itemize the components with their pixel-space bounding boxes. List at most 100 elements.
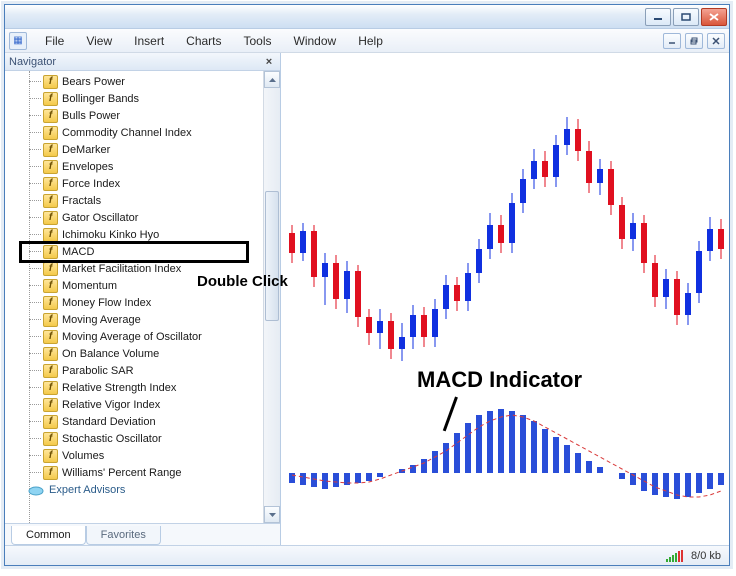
indicator-item[interactable]: f Money Flow Index [19, 294, 280, 311]
indicator-item[interactable]: f Relative Vigor Index [19, 396, 280, 413]
indicator-item[interactable]: f Bollinger Bands [19, 90, 280, 107]
indicator-label: Momentum [62, 280, 117, 292]
close-button[interactable] [701, 8, 727, 26]
indicator-label: Stochastic Oscillator [62, 433, 162, 445]
indicator-label: Parabolic SAR [62, 365, 134, 377]
indicator-label: MACD [62, 246, 94, 258]
function-icon: f [43, 109, 58, 123]
indicator-item[interactable]: f Force Index [19, 175, 280, 192]
indicator-label: DeMarker [62, 144, 110, 156]
function-icon: f [43, 432, 58, 446]
indicator-item[interactable]: f Commodity Channel Index [19, 124, 280, 141]
expert-advisors-label: Expert Advisors [49, 484, 125, 496]
scroll-up-button[interactable] [264, 71, 280, 88]
indicator-item[interactable]: f Moving Average [19, 311, 280, 328]
app-window: ▦ File View Insert Charts Tools Window H… [4, 4, 730, 566]
indicator-item[interactable]: fIchimoku Kinko Hyo [19, 226, 280, 243]
function-icon: f [43, 381, 58, 395]
function-icon: f [43, 398, 58, 412]
menu-tools[interactable]: Tools [234, 31, 282, 51]
function-icon: f [43, 364, 58, 378]
navigator-close-icon[interactable]: × [262, 55, 276, 69]
indicator-label: Volumes [62, 450, 104, 462]
tab-common[interactable]: Common [11, 526, 86, 545]
function-icon: f [43, 228, 58, 242]
function-icon: f [43, 75, 58, 89]
navigator-tree: f Bears Power f Bollinger Bands fBulls Power… [5, 71, 280, 523]
indicator-item[interactable]: f Moving Average of Oscillator [19, 328, 280, 345]
function-icon: f [43, 126, 58, 140]
menu-window[interactable]: Window [284, 31, 347, 51]
function-icon: f [43, 296, 58, 310]
cloud-icon [27, 483, 45, 497]
indicator-item[interactable]: f Bears Power [19, 73, 280, 90]
indicator-label: Bollinger Bands [62, 93, 139, 105]
indicator-item[interactable]: f Parabolic SAR [19, 362, 280, 379]
indicator-item[interactable]: f DeMarker [19, 141, 280, 158]
scroll-down-button[interactable] [264, 506, 280, 523]
menu-file[interactable]: File [35, 31, 74, 51]
indicator-item[interactable]: f Stochastic Oscillator [19, 430, 280, 447]
indicator-label: Envelopes [62, 161, 113, 173]
expert-advisors-item[interactable]: Expert Advisors [19, 481, 280, 498]
indicator-label: Gator Oscillator [62, 212, 138, 224]
indicator-item[interactable]: f On Balance Volume [19, 345, 280, 362]
chart-area[interactable] [281, 53, 729, 545]
function-icon: f [43, 92, 58, 106]
maximize-button[interactable] [673, 8, 699, 26]
function-icon: f [43, 160, 58, 174]
status-kb: 8/0 kb [691, 550, 721, 562]
indicator-item[interactable]: fMarket Facilitation Index [19, 260, 280, 277]
indicator-label: Commodity Channel Index [62, 127, 192, 139]
window-titlebar [5, 5, 729, 29]
indicator-item[interactable]: fWilliams' Percent Range [19, 464, 280, 481]
indicator-label: Fractals [62, 195, 101, 207]
indicator-label: Relative Vigor Index [62, 399, 160, 411]
indicator-label: Force Index [62, 178, 120, 190]
indicator-item[interactable]: f MACD [19, 243, 280, 260]
indicator-label: Moving Average of Oscillator [62, 331, 202, 343]
connection-bars-icon [666, 550, 683, 562]
function-icon: f [43, 279, 58, 293]
indicator-label: Relative Strength Index [62, 382, 176, 394]
scroll-thumb[interactable] [265, 191, 279, 321]
indicator-item[interactable]: f Relative Strength Index [19, 379, 280, 396]
function-icon: f [43, 330, 58, 344]
indicator-item[interactable]: fFractals [19, 192, 280, 209]
indicator-item[interactable]: f Envelopes [19, 158, 280, 175]
chart-canvas [281, 53, 729, 545]
function-icon: f [43, 415, 58, 429]
indicator-label: Bears Power [62, 76, 125, 88]
function-icon: f [43, 466, 58, 480]
indicator-item[interactable]: fBulls Power [19, 107, 280, 124]
menu-view[interactable]: View [76, 31, 122, 51]
tab-favorites[interactable]: Favorites [86, 526, 161, 545]
indicator-label: Money Flow Index [62, 297, 151, 309]
indicator-item[interactable]: fStandard Deviation [19, 413, 280, 430]
function-icon: f [43, 262, 58, 276]
menubar: ▦ File View Insert Charts Tools Window H… [5, 29, 729, 53]
indicator-item[interactable]: f Momentum [19, 277, 280, 294]
menu-charts[interactable]: Charts [176, 31, 231, 51]
function-icon: f [43, 143, 58, 157]
mdi-close-button[interactable] [707, 33, 725, 49]
indicator-item[interactable]: fGator Oscillator [19, 209, 280, 226]
menu-insert[interactable]: Insert [124, 31, 174, 51]
indicator-item[interactable]: f Volumes [19, 447, 280, 464]
app-icon: ▦ [9, 32, 27, 50]
function-icon: f [43, 177, 58, 191]
navigator-title: Navigator [9, 56, 56, 68]
function-icon: f [43, 347, 58, 361]
function-icon: f [43, 449, 58, 463]
navigator-titlebar: Navigator × [5, 53, 280, 71]
menu-help[interactable]: Help [348, 31, 393, 51]
navigator-scrollbar[interactable] [263, 71, 280, 523]
statusbar: 8/0 kb [5, 545, 729, 565]
function-icon: f [43, 313, 58, 327]
function-icon: f [43, 245, 58, 259]
minimize-button[interactable] [645, 8, 671, 26]
indicator-label: Moving Average [62, 314, 141, 326]
mdi-restore-button[interactable] [685, 33, 703, 49]
indicator-label: On Balance Volume [62, 348, 159, 360]
mdi-minimize-button[interactable] [663, 33, 681, 49]
